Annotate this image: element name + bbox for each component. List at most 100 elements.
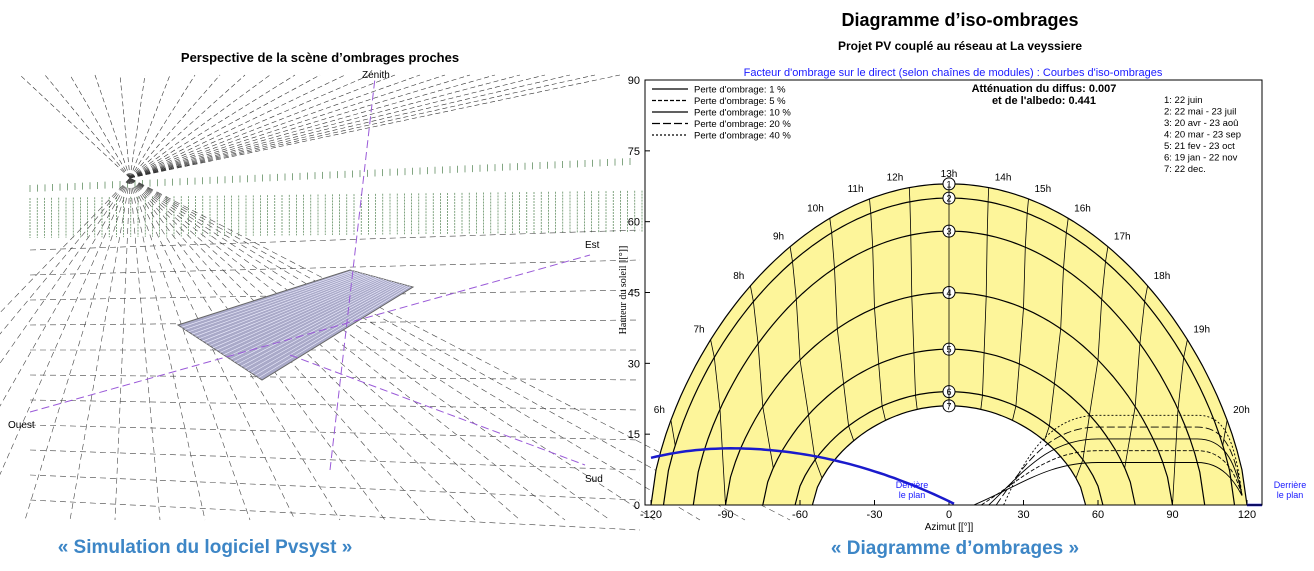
- ground-line: [129, 177, 251, 521]
- ground-line: [29, 424, 641, 441]
- hour-line: [908, 187, 918, 410]
- shading-curve: [981, 450, 1243, 506]
- x-tick-label: -90: [718, 509, 734, 521]
- plot-header: Facteur d'ombrage sur le direct (selon c…: [744, 67, 1163, 79]
- pv-row: [237, 281, 395, 365]
- date-label: 5: 21 fev - 23 oct: [1164, 141, 1235, 152]
- ground-line: [69, 177, 131, 521]
- date-label: 2: 22 mai - 23 juil: [1164, 107, 1236, 118]
- hour-label: 17h: [1114, 232, 1131, 243]
- x-tick-label: 30: [1017, 509, 1029, 521]
- x-tick-label: -60: [792, 509, 808, 521]
- pv-row: [212, 276, 377, 349]
- x-tick-label: -120: [640, 509, 662, 521]
- left-title: Perspective de la scène d’ombrages proch…: [181, 50, 459, 65]
- shading-curve: [973, 462, 1243, 506]
- attenuation: Atténuation du diffus: 0.007: [972, 83, 1117, 95]
- sky-line: [129, 74, 196, 179]
- legend-label: Perte d'ombrage: 40 %: [694, 131, 791, 142]
- hour-label: 18h: [1154, 271, 1171, 282]
- x-tick-label: 90: [1166, 509, 1178, 521]
- pv-row: [188, 271, 358, 333]
- zenith-label: Zénith: [362, 70, 390, 81]
- hour-label: 11h: [848, 184, 864, 195]
- ground-line: [129, 177, 656, 521]
- ground-line: [114, 177, 131, 521]
- pv-row: [247, 283, 403, 372]
- hour-line: [1043, 218, 1069, 441]
- behind-label: Derrière: [896, 480, 929, 490]
- ground-line: [0, 177, 131, 364]
- hour-line: [750, 285, 774, 468]
- date-label: 6: 19 jan - 22 nov: [1164, 153, 1238, 164]
- shading-curve: [1003, 414, 1243, 506]
- ground-line: [129, 177, 296, 521]
- y-label: Hauteur du soleil [[°]]: [618, 246, 629, 335]
- sky-line: [129, 74, 496, 179]
- ground-line: [29, 399, 641, 411]
- hour-line: [980, 187, 990, 410]
- sky-line: [129, 74, 596, 179]
- hour-label: 7h: [694, 325, 705, 336]
- ground-line: [129, 177, 521, 521]
- sky-line: [129, 74, 546, 179]
- sky-line: [129, 74, 146, 179]
- legend-label: Perte d'ombrage: 20 %: [694, 119, 791, 130]
- pv-row: [195, 273, 364, 337]
- ground-line: [129, 177, 206, 521]
- hour-label: 15h: [1034, 184, 1051, 195]
- ground-line: [0, 177, 131, 476]
- pv-row: [226, 279, 387, 358]
- east-label: Est: [585, 240, 600, 251]
- y-tick-label: 45: [628, 288, 640, 300]
- ground-line: [0, 177, 131, 407]
- x-tick-label: 120: [1238, 509, 1256, 521]
- hour-label: 9h: [773, 232, 784, 243]
- left-caption: « Simulation du logiciel Pvsyst »: [58, 537, 353, 558]
- hour-label: 8h: [733, 271, 744, 282]
- sky-line: [129, 74, 521, 179]
- sky-line: [129, 74, 171, 179]
- ground-line: [129, 177, 566, 521]
- sky-line: [129, 74, 221, 179]
- y-tick-label: 75: [628, 146, 640, 158]
- behind-label: Derrière: [1274, 480, 1307, 490]
- sky-line: [129, 74, 471, 179]
- legend-label: Perte d'ombrage: 10 %: [694, 108, 791, 119]
- behind-label: le plan: [899, 490, 926, 500]
- behind-plane-curve: [650, 447, 955, 505]
- x-tick-label: -30: [867, 509, 883, 521]
- shading-curve: [988, 438, 1243, 506]
- pv-row: [254, 285, 408, 376]
- sky-line: [119, 74, 131, 179]
- date-label: 7: 22 dec.: [1164, 164, 1206, 175]
- ground-line: [129, 177, 161, 521]
- x-label: Azimut [[°]]: [925, 522, 974, 533]
- pv-row: [251, 284, 406, 374]
- ground-line: [129, 177, 701, 521]
- pv-row: [209, 276, 374, 346]
- date-label: 3: 20 avr - 23 aoû: [1164, 118, 1238, 129]
- ground-line: [129, 177, 611, 521]
- pv-row: [233, 281, 393, 362]
- ground-line: [0, 177, 131, 335]
- plot-frame: [644, 79, 1263, 506]
- ground-line: [29, 499, 641, 531]
- east-west-axis: [29, 254, 591, 413]
- sky-line: [129, 74, 621, 179]
- right-title: Diagramme d’iso-ombrages: [841, 10, 1078, 30]
- y-tick-label: 30: [628, 358, 640, 370]
- legend-label: Perte d'ombrage: 5 %: [694, 96, 786, 107]
- hour-label: 12h: [887, 173, 904, 184]
- pv-row: [202, 274, 369, 342]
- hour-line: [1012, 198, 1029, 421]
- ground-line: [29, 449, 641, 471]
- behind-label: le plan: [1277, 490, 1304, 500]
- pv-row: [191, 272, 361, 335]
- hour-label: 10h: [807, 203, 824, 214]
- sky-line: [19, 74, 131, 179]
- sky-line: [69, 74, 131, 179]
- date-label: 4: 20 mar - 23 sep: [1164, 130, 1241, 141]
- y-tick-label: 60: [628, 217, 640, 229]
